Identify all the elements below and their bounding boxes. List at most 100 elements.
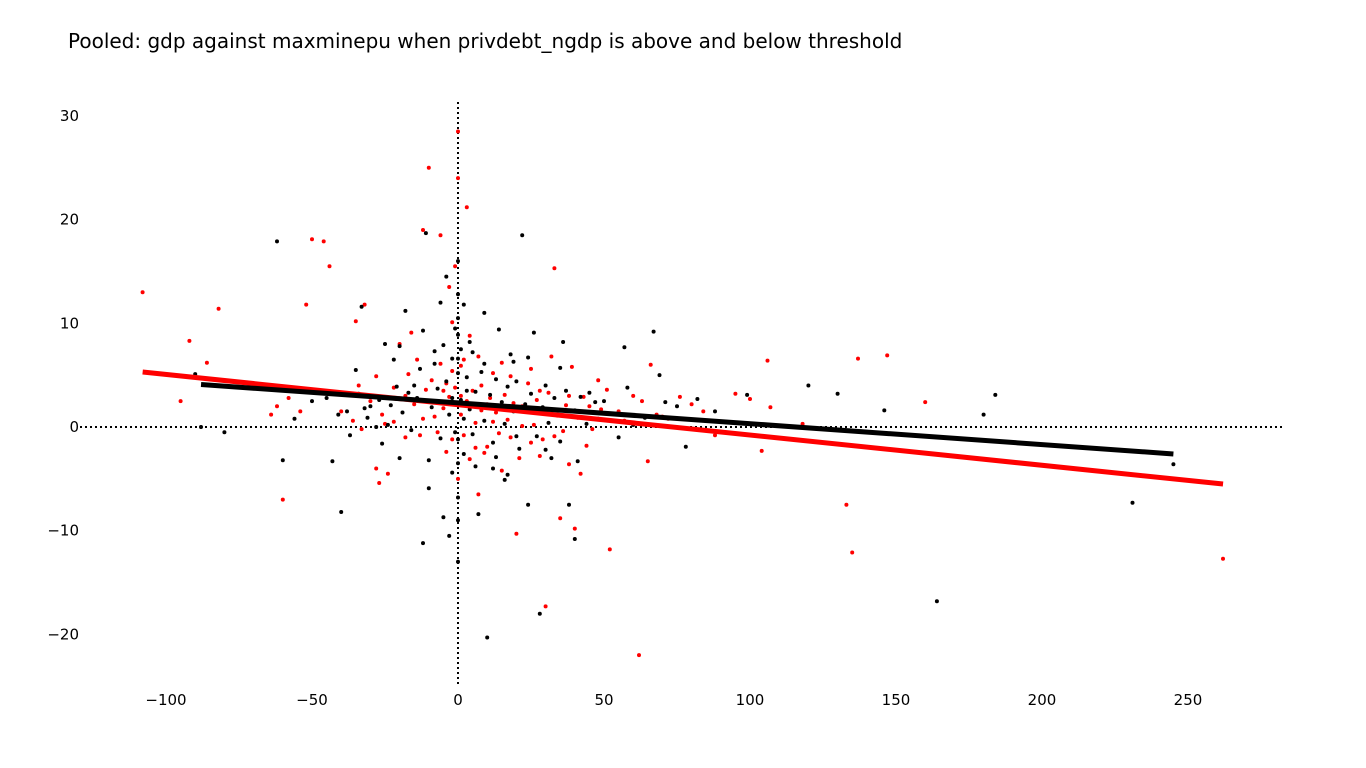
data-point	[464, 375, 469, 380]
data-point	[368, 399, 373, 404]
data-point	[368, 404, 373, 409]
data-point	[546, 390, 551, 395]
data-point	[520, 424, 525, 428]
data-point	[531, 422, 536, 427]
data-point	[993, 392, 998, 397]
data-point	[564, 403, 568, 408]
points-layer	[140, 129, 1225, 658]
data-point	[482, 418, 487, 423]
data-point	[590, 427, 595, 432]
data-point	[359, 427, 364, 432]
data-point	[581, 394, 586, 399]
data-point	[476, 492, 481, 497]
data-point	[569, 364, 574, 369]
x-tick-label: −50	[296, 691, 328, 709]
data-point	[491, 440, 495, 445]
data-point	[689, 402, 694, 407]
data-point	[421, 228, 425, 232]
data-point	[476, 354, 481, 359]
data-point	[517, 446, 522, 451]
data-point	[856, 356, 860, 361]
data-point	[575, 459, 580, 464]
data-point	[473, 420, 478, 425]
data-point	[599, 407, 604, 412]
data-point	[391, 419, 396, 424]
data-point	[456, 292, 460, 297]
data-point	[651, 329, 656, 334]
data-point	[453, 430, 458, 435]
data-point	[456, 316, 460, 321]
data-point	[353, 368, 358, 372]
data-point	[473, 389, 478, 394]
data-point	[275, 404, 279, 409]
data-point	[187, 338, 192, 343]
data-point	[415, 357, 420, 362]
data-point	[418, 433, 422, 438]
data-point	[275, 239, 279, 244]
data-point	[447, 533, 452, 538]
data-point	[380, 412, 385, 417]
data-point	[765, 358, 770, 363]
data-point	[429, 378, 434, 383]
data-point	[385, 471, 390, 476]
data-point	[637, 653, 641, 658]
data-point	[409, 330, 414, 335]
data-point	[321, 239, 326, 244]
data-point	[456, 559, 460, 564]
data-point	[397, 344, 402, 349]
data-point	[511, 359, 516, 364]
data-point	[496, 327, 501, 332]
fit-line	[142, 369, 1224, 487]
data-point	[534, 434, 539, 439]
data-point	[602, 399, 606, 404]
data-point	[520, 233, 525, 238]
data-point	[531, 330, 536, 335]
x-tick-label: 0	[453, 691, 463, 709]
data-point	[631, 393, 636, 398]
data-point	[444, 379, 449, 384]
x-tick-label: 100	[736, 691, 765, 709]
data-point	[356, 383, 361, 388]
data-point	[450, 369, 455, 373]
zero-lines	[80, 102, 1284, 684]
data-point	[745, 392, 750, 397]
data-point	[596, 378, 601, 383]
data-point	[529, 366, 533, 371]
data-point	[546, 420, 551, 425]
data-point	[467, 457, 472, 462]
data-point	[558, 516, 563, 521]
data-point	[885, 353, 890, 358]
data-point	[421, 328, 425, 333]
data-point	[327, 264, 332, 269]
data-point	[488, 396, 493, 400]
data-point	[584, 443, 589, 448]
data-point	[406, 390, 411, 395]
data-point	[675, 404, 679, 409]
data-point	[514, 531, 519, 536]
data-point	[923, 400, 928, 405]
data-point	[280, 497, 285, 502]
data-point	[461, 302, 466, 307]
data-point	[482, 361, 487, 366]
y-tick-label: 10	[60, 314, 79, 332]
data-point	[458, 363, 463, 368]
data-point	[412, 402, 417, 407]
y-tick-label: −20	[47, 625, 79, 643]
data-point	[438, 361, 443, 366]
data-point	[683, 444, 688, 449]
data-point	[453, 264, 458, 269]
data-point	[514, 379, 519, 384]
data-point	[934, 599, 939, 604]
data-point	[552, 434, 557, 439]
data-point	[564, 388, 568, 393]
x-tick-label: 50	[594, 691, 613, 709]
y-tick-label: 20	[60, 211, 79, 229]
data-point	[456, 371, 460, 376]
data-point	[456, 356, 460, 361]
data-point	[350, 418, 355, 423]
data-point	[456, 332, 460, 337]
data-point	[444, 449, 449, 454]
data-point	[441, 343, 446, 348]
data-point	[502, 421, 507, 426]
data-point	[447, 412, 452, 417]
